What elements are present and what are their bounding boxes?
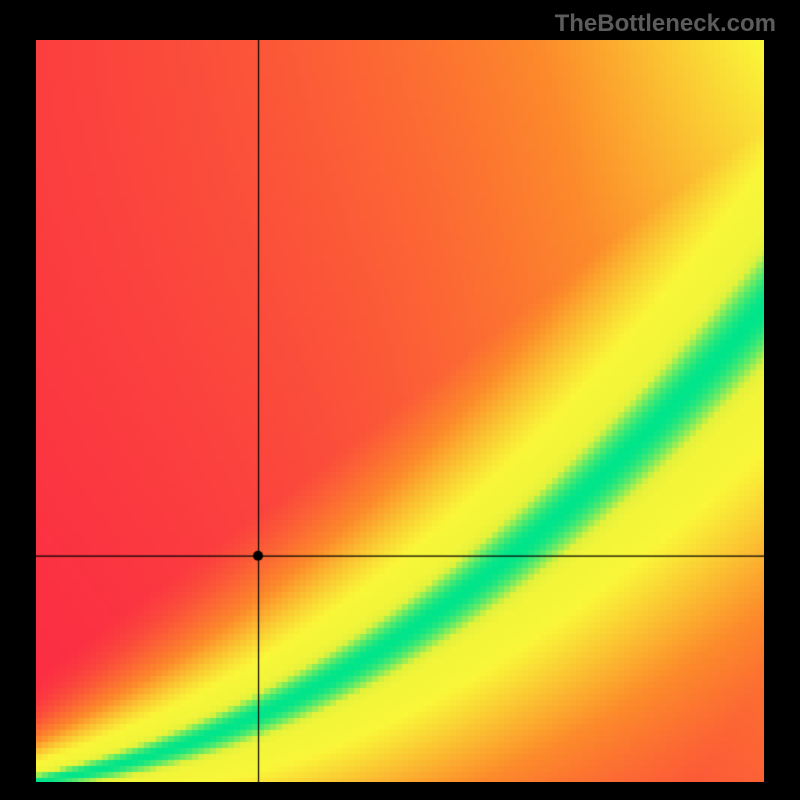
chart-container: { "canvas": { "width": 800, "height": 80… [0, 0, 800, 800]
crosshair-overlay [36, 40, 764, 782]
watermark-text: TheBottleneck.com [555, 10, 776, 38]
